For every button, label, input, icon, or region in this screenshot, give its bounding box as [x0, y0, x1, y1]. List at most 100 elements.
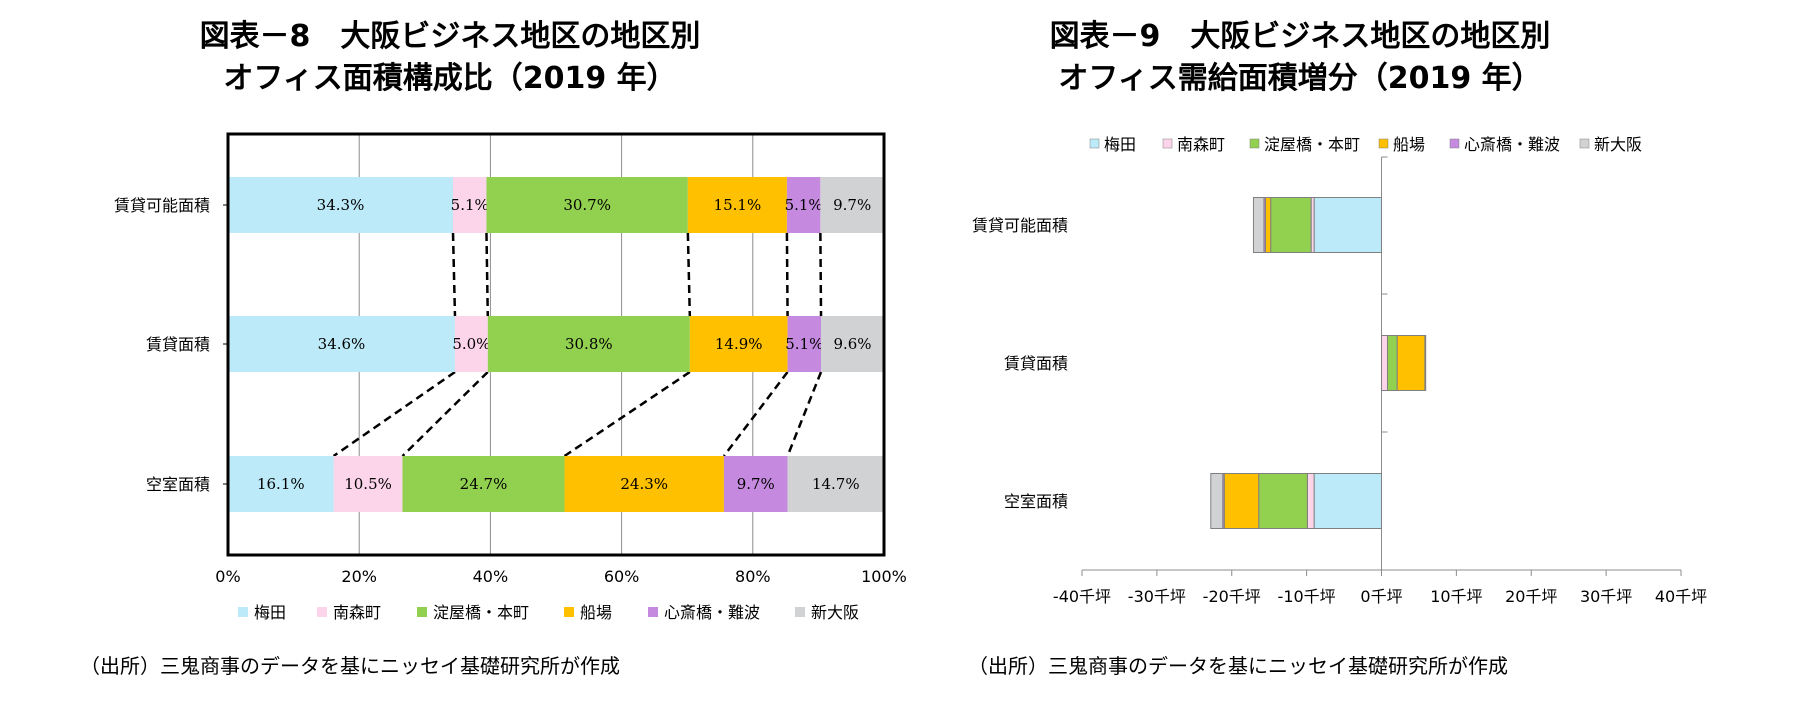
left-bar-label-1-4: 5.1%: [785, 335, 823, 353]
left-connector-0-3: [686, 232, 692, 317]
right-legend-label-5: 新大阪: [1594, 135, 1642, 154]
left-xtick-label-0: 0%: [215, 567, 240, 586]
right-bar-2-3: [1223, 473, 1260, 529]
right-xtick-label-5: 10千坪: [1430, 587, 1482, 606]
left-bar-2-1: [333, 456, 403, 512]
left-legend-label-2: 淀屋橋・本町: [433, 603, 529, 622]
right-bar-1-4: [1424, 335, 1427, 391]
left-bar-label-1-5: 9.6%: [833, 335, 871, 353]
right-bar-1-2: [1386, 335, 1398, 391]
right-xtick-label-4: 0千坪: [1360, 587, 1402, 606]
right-xtick-label-8: 40千坪: [1655, 587, 1707, 606]
right-legend-label-3: 船場: [1393, 135, 1425, 154]
left-bar-2-5: [787, 456, 884, 512]
left-legend-swatch-4: [648, 607, 658, 617]
right-xtick-label-3: -10千坪: [1278, 587, 1336, 606]
right-bar-0-3: [1264, 197, 1272, 253]
left-legend-label-1: 南森町: [333, 603, 381, 622]
left-connector-1-3: [563, 370, 691, 458]
left-bar-label-0-4: 5.1%: [785, 196, 823, 214]
left-connector-1-4: [722, 371, 789, 457]
left-bar-label-0-5: 9.7%: [833, 196, 871, 214]
left-bar-1-0: [228, 316, 455, 372]
left-xtick-label-1: 20%: [341, 567, 377, 586]
right-legend-swatch-0: [1089, 138, 1100, 149]
right-bar-2-1: [1306, 473, 1315, 529]
left-bar-label-2-5: 14.7%: [812, 475, 860, 493]
right-xtick-label-2: -20千坪: [1203, 587, 1261, 606]
left-bar-2-4: [723, 456, 788, 512]
left-connector-1-5: [786, 371, 823, 457]
left-xtick-label-4: 80%: [735, 567, 771, 586]
left-connector-0-2: [485, 232, 490, 317]
left-bar-2-3: [564, 456, 724, 512]
left-bar-label-2-3: 24.3%: [620, 475, 668, 493]
left-bar-1-4: [787, 316, 822, 372]
right-bar-1-3: [1396, 335, 1426, 391]
left-connector-0-1: [451, 232, 457, 317]
left-connector-1-1: [332, 370, 456, 458]
right-xtick-label-6: 20千坪: [1505, 587, 1557, 606]
left-bar-1-3: [689, 316, 788, 372]
left-bar-label-1-1: 5.0%: [452, 335, 490, 353]
right-legend-swatch-4: [1449, 138, 1460, 149]
right-legend-label-2: 淀屋橋・本町: [1264, 135, 1360, 154]
right-legend-label-4: 心斎橋・難波: [1464, 135, 1560, 154]
right-bar-0-0: [1313, 197, 1383, 253]
left-bar-label-0-0: 34.3%: [317, 196, 365, 214]
left-xtick-label-2: 40%: [473, 567, 509, 586]
left-title-line1: 図表－8 大阪ビジネス地区の地区別: [199, 19, 701, 54]
left-category-label-1: 賃貸面積: [146, 335, 210, 354]
right-bar-2-5: [1210, 473, 1224, 529]
left-category-label-0: 賃貸可能面積: [114, 196, 210, 215]
left-chart-title: 図表－8 大阪ビジネス地区の地区別 オフィス面積構成比（2019 年）: [100, 16, 800, 100]
right-xtick-label-1: -30千坪: [1128, 587, 1186, 606]
left-bar-0-5: [820, 177, 884, 233]
left-bar-0-4: [786, 177, 821, 233]
left-plot-frame: [226, 132, 886, 557]
left-bar-label-2-1: 10.5%: [344, 475, 392, 493]
right-bar-0-2: [1270, 197, 1312, 253]
right-legend-swatch-1: [1162, 138, 1173, 149]
left-bar-2-0: [228, 456, 334, 512]
right-bar-2-0: [1313, 473, 1383, 529]
right-title-line2: オフィス需給面積増分（2019 年）: [1058, 61, 1542, 96]
right-legend-label-1: 南森町: [1177, 135, 1225, 154]
left-source-note: （出所）三鬼商事のデータを基にニッセイ基礎研究所が作成: [80, 654, 620, 678]
left-bar-0-3: [687, 177, 787, 233]
left-xtick-label-3: 60%: [604, 567, 640, 586]
right-legend-label-0: 梅田: [1104, 135, 1136, 154]
left-bar-0-1: [453, 177, 487, 233]
right-source-note: （出所）三鬼商事のデータを基にニッセイ基礎研究所が作成: [968, 654, 1508, 678]
right-legend-swatch-3: [1378, 138, 1389, 149]
left-bar-label-2-0: 16.1%: [257, 475, 305, 493]
left-connector-0-5: [819, 232, 823, 317]
right-legend-swatch-5: [1579, 138, 1590, 149]
left-legend-swatch-3: [564, 607, 574, 617]
right-category-label-2: 空室面積: [1004, 492, 1068, 511]
left-connector-1-2: [401, 371, 489, 457]
left-bar-label-1-3: 14.9%: [715, 335, 763, 353]
left-bar-label-0-2: 30.7%: [563, 196, 611, 214]
left-legend-swatch-5: [795, 607, 805, 617]
left-legend-label-3: 船場: [580, 603, 612, 622]
left-bar-label-1-2: 30.8%: [565, 335, 613, 353]
left-legend-label-5: 新大阪: [811, 603, 859, 622]
right-category-label-1: 賃貸面積: [1004, 354, 1068, 373]
right-bar-0-5: [1252, 197, 1265, 253]
left-legend-label-4: 心斎橋・難波: [664, 603, 760, 622]
right-category-label-0: 賃貸可能面積: [972, 216, 1068, 235]
left-legend-label-0: 梅田: [254, 603, 286, 622]
right-bar-1-1: [1381, 335, 1388, 391]
left-bar-label-1-0: 34.6%: [318, 335, 366, 353]
left-connector-0-4: [785, 232, 789, 317]
left-legend-swatch-2: [417, 607, 427, 617]
left-legend-swatch-1: [317, 607, 327, 617]
left-bar-2-2: [402, 456, 565, 512]
right-title-line1: 図表－9 大阪ビジネス地区の地区別: [1049, 19, 1551, 54]
right-chart-title: 図表－9 大阪ビジネス地区の地区別 オフィス需給面積増分（2019 年）: [950, 16, 1650, 100]
right-legend-swatch-2: [1249, 138, 1260, 149]
right-xtick-label-7: 30千坪: [1580, 587, 1632, 606]
left-bar-1-1: [454, 316, 488, 372]
right-xtick-label-0: -40千坪: [1053, 587, 1111, 606]
